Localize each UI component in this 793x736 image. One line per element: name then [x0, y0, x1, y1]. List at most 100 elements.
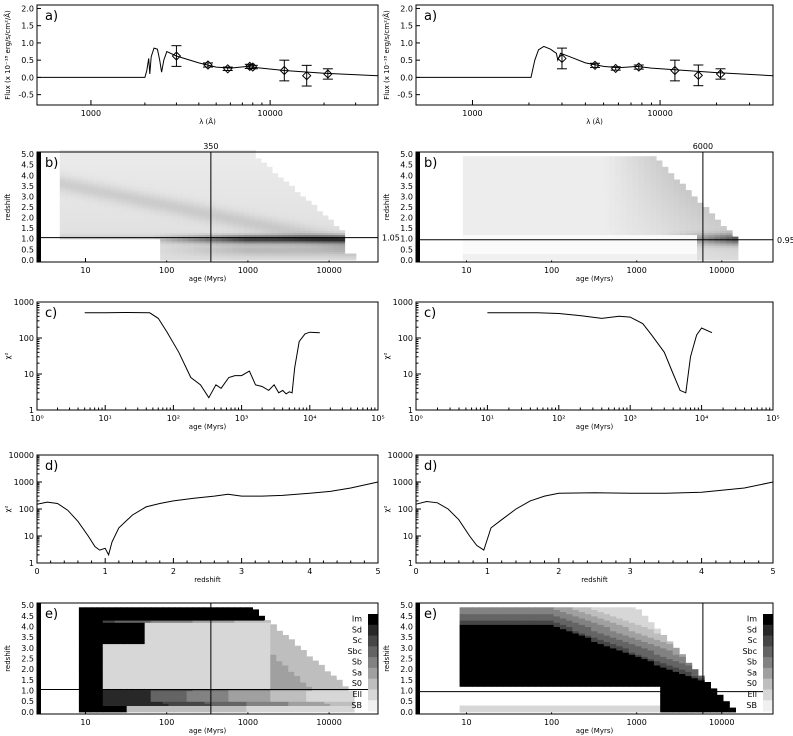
type-map-cell	[96, 613, 104, 617]
heatmap-cell	[149, 211, 156, 214]
heatmap-cell	[177, 166, 184, 170]
heatmap-cell	[121, 177, 128, 181]
heatmap-cell	[177, 234, 184, 238]
heatmap-cell	[182, 192, 189, 195]
heatmap-cell	[132, 166, 139, 170]
heatmap-cell	[255, 209, 262, 212]
heatmap-cell	[260, 202, 267, 206]
heatmap-cell	[132, 162, 139, 166]
y-tick-label: 1	[29, 559, 34, 568]
type-map-cell	[174, 709, 182, 713]
heatmap-cell	[255, 243, 262, 246]
type-map-cell	[270, 699, 277, 702]
heatmap-cell	[204, 238, 212, 242]
heatmap-cell	[277, 217, 284, 221]
type-map-cell	[288, 641, 295, 645]
heatmap-cell	[143, 173, 150, 176]
heatmap-cell	[244, 219, 251, 223]
heatmap-cell	[177, 221, 184, 225]
type-map-cell	[150, 611, 158, 615]
heatmap-cell	[115, 185, 122, 189]
type-map-cell	[180, 628, 188, 632]
type-map-cell	[108, 656, 116, 660]
heatmap-cell	[143, 198, 150, 202]
heatmap-cell	[283, 226, 290, 229]
heatmap-cell	[503, 202, 511, 206]
type-map-cell	[102, 632, 110, 636]
heatmap-cell	[244, 209, 251, 212]
heatmap-cell	[115, 164, 122, 168]
type-map-cell	[222, 630, 230, 634]
heatmap-cell	[126, 152, 133, 155]
type-map-cell	[276, 635, 283, 638]
type-map-cell	[288, 679, 295, 683]
x-tick-label: 0	[34, 567, 39, 576]
type-map-cell	[198, 609, 206, 613]
heatmap-cell	[132, 190, 139, 193]
heatmap-cell	[76, 188, 83, 191]
type-map-cell	[222, 686, 230, 689]
heatmap-cell	[132, 204, 139, 208]
heatmap-cell	[65, 232, 72, 236]
heatmap-cell	[232, 177, 239, 181]
type-map-cell	[156, 635, 164, 638]
heatmap-cell	[486, 200, 493, 204]
type-map-cell	[234, 643, 241, 647]
heatmap-cell	[143, 171, 150, 174]
heatmap-cell	[160, 247, 167, 250]
heatmap-cell	[468, 207, 476, 210]
type-map-cell	[204, 690, 212, 694]
type-map-cell	[102, 696, 110, 700]
type-map-cell	[282, 654, 289, 657]
type-map-cell	[96, 641, 104, 645]
heatmap-cell	[509, 202, 517, 206]
heatmap-cell	[244, 243, 251, 246]
heatmap-cell	[515, 234, 522, 238]
heatmap-cell	[93, 156, 100, 159]
type-map-cell	[126, 617, 134, 621]
heatmap-cell	[171, 177, 178, 181]
type-map-cell	[228, 622, 235, 625]
heatmap-cell	[492, 164, 499, 168]
heatmap-cell	[503, 213, 511, 216]
heatmap-cell	[299, 249, 306, 252]
heatmap-cell	[177, 171, 184, 174]
heatmap-cell	[277, 228, 284, 231]
type-map-cell	[228, 607, 235, 610]
heatmap-cell	[204, 232, 212, 236]
heatmap-cell	[171, 181, 178, 185]
heatmap-cell	[486, 162, 493, 166]
heatmap-cell	[199, 213, 206, 216]
type-map-cell	[138, 673, 146, 677]
heatmap-cell	[474, 200, 482, 204]
type-map-cell	[186, 660, 194, 664]
heatmap-cell	[316, 234, 323, 238]
heatmap-cell	[294, 238, 301, 242]
type-map-cell	[216, 667, 224, 670]
heatmap-cell	[216, 160, 223, 164]
type-map-cell	[306, 684, 313, 687]
data-point	[693, 70, 704, 81]
heatmap-cell	[221, 149, 228, 153]
heatmap-cell	[199, 160, 206, 164]
type-map-cell	[162, 641, 170, 645]
heatmap-cell	[165, 179, 172, 183]
type-map-cell	[150, 686, 158, 689]
type-map-cell	[252, 626, 259, 630]
heatmap-cell	[232, 190, 239, 193]
x-tick-label: 1	[103, 567, 108, 576]
heatmap-cell	[160, 149, 167, 153]
heatmap-cell	[227, 190, 234, 193]
heatmap-cell	[277, 253, 284, 257]
type-map-cell	[204, 639, 212, 642]
type-map-cell	[264, 626, 271, 630]
heatmap-cell	[199, 171, 206, 174]
heatmap-cell	[82, 196, 89, 200]
heatmap-cell	[232, 207, 239, 210]
type-map-cell	[174, 664, 182, 668]
type-map-cell	[234, 647, 241, 651]
heatmap-cell	[232, 251, 239, 255]
heatmap-cell	[82, 204, 89, 208]
heatmap-cell	[199, 223, 206, 227]
heatmap-cell	[59, 215, 66, 219]
